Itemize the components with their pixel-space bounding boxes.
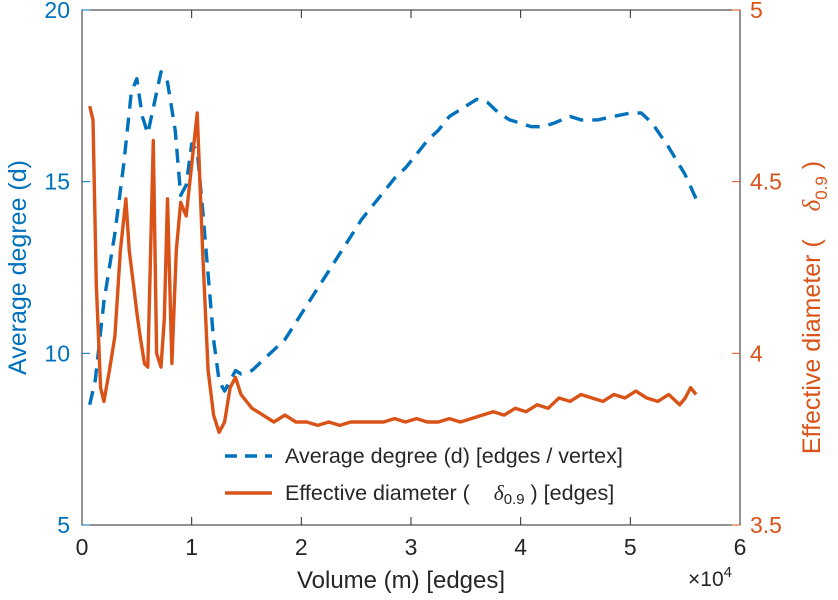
x-tick-label: 6: [734, 534, 747, 560]
x-tick-label: 3: [405, 534, 418, 560]
right-tick-label: 4: [750, 340, 763, 366]
x-axis-label: Volume (m) [edges]: [297, 567, 505, 594]
right-tick-label: 5: [750, 0, 763, 23]
left-tick-label: 5: [57, 512, 70, 538]
series-average-degree: [88, 70, 698, 406]
x-tick-label: 0: [76, 534, 89, 560]
x-tick-label: 5: [624, 534, 637, 560]
left-tick-label: 10: [44, 340, 70, 366]
left-tick-label: 15: [44, 169, 70, 195]
right-tick-label: 3.5: [750, 512, 782, 538]
left-axis-label: Average degree (d): [4, 160, 32, 375]
x-tick-label: 2: [295, 534, 308, 560]
legend-label: Average degree (d) [edges / vertex]: [285, 444, 623, 468]
legend-label: Effective diameter ( δ0.9 ) [edges]: [285, 481, 614, 508]
series-effective-diameter: [88, 105, 698, 434]
x-tick-label: 1: [185, 534, 198, 560]
left-tick-label: 20: [44, 0, 70, 23]
right-axis-label: Effective diameter ( δ0.9 ): [798, 161, 831, 454]
right-tick-label: 4.5: [750, 169, 782, 195]
x-axis-exponent: ×104: [688, 564, 732, 591]
x-tick-label: 4: [514, 534, 527, 560]
